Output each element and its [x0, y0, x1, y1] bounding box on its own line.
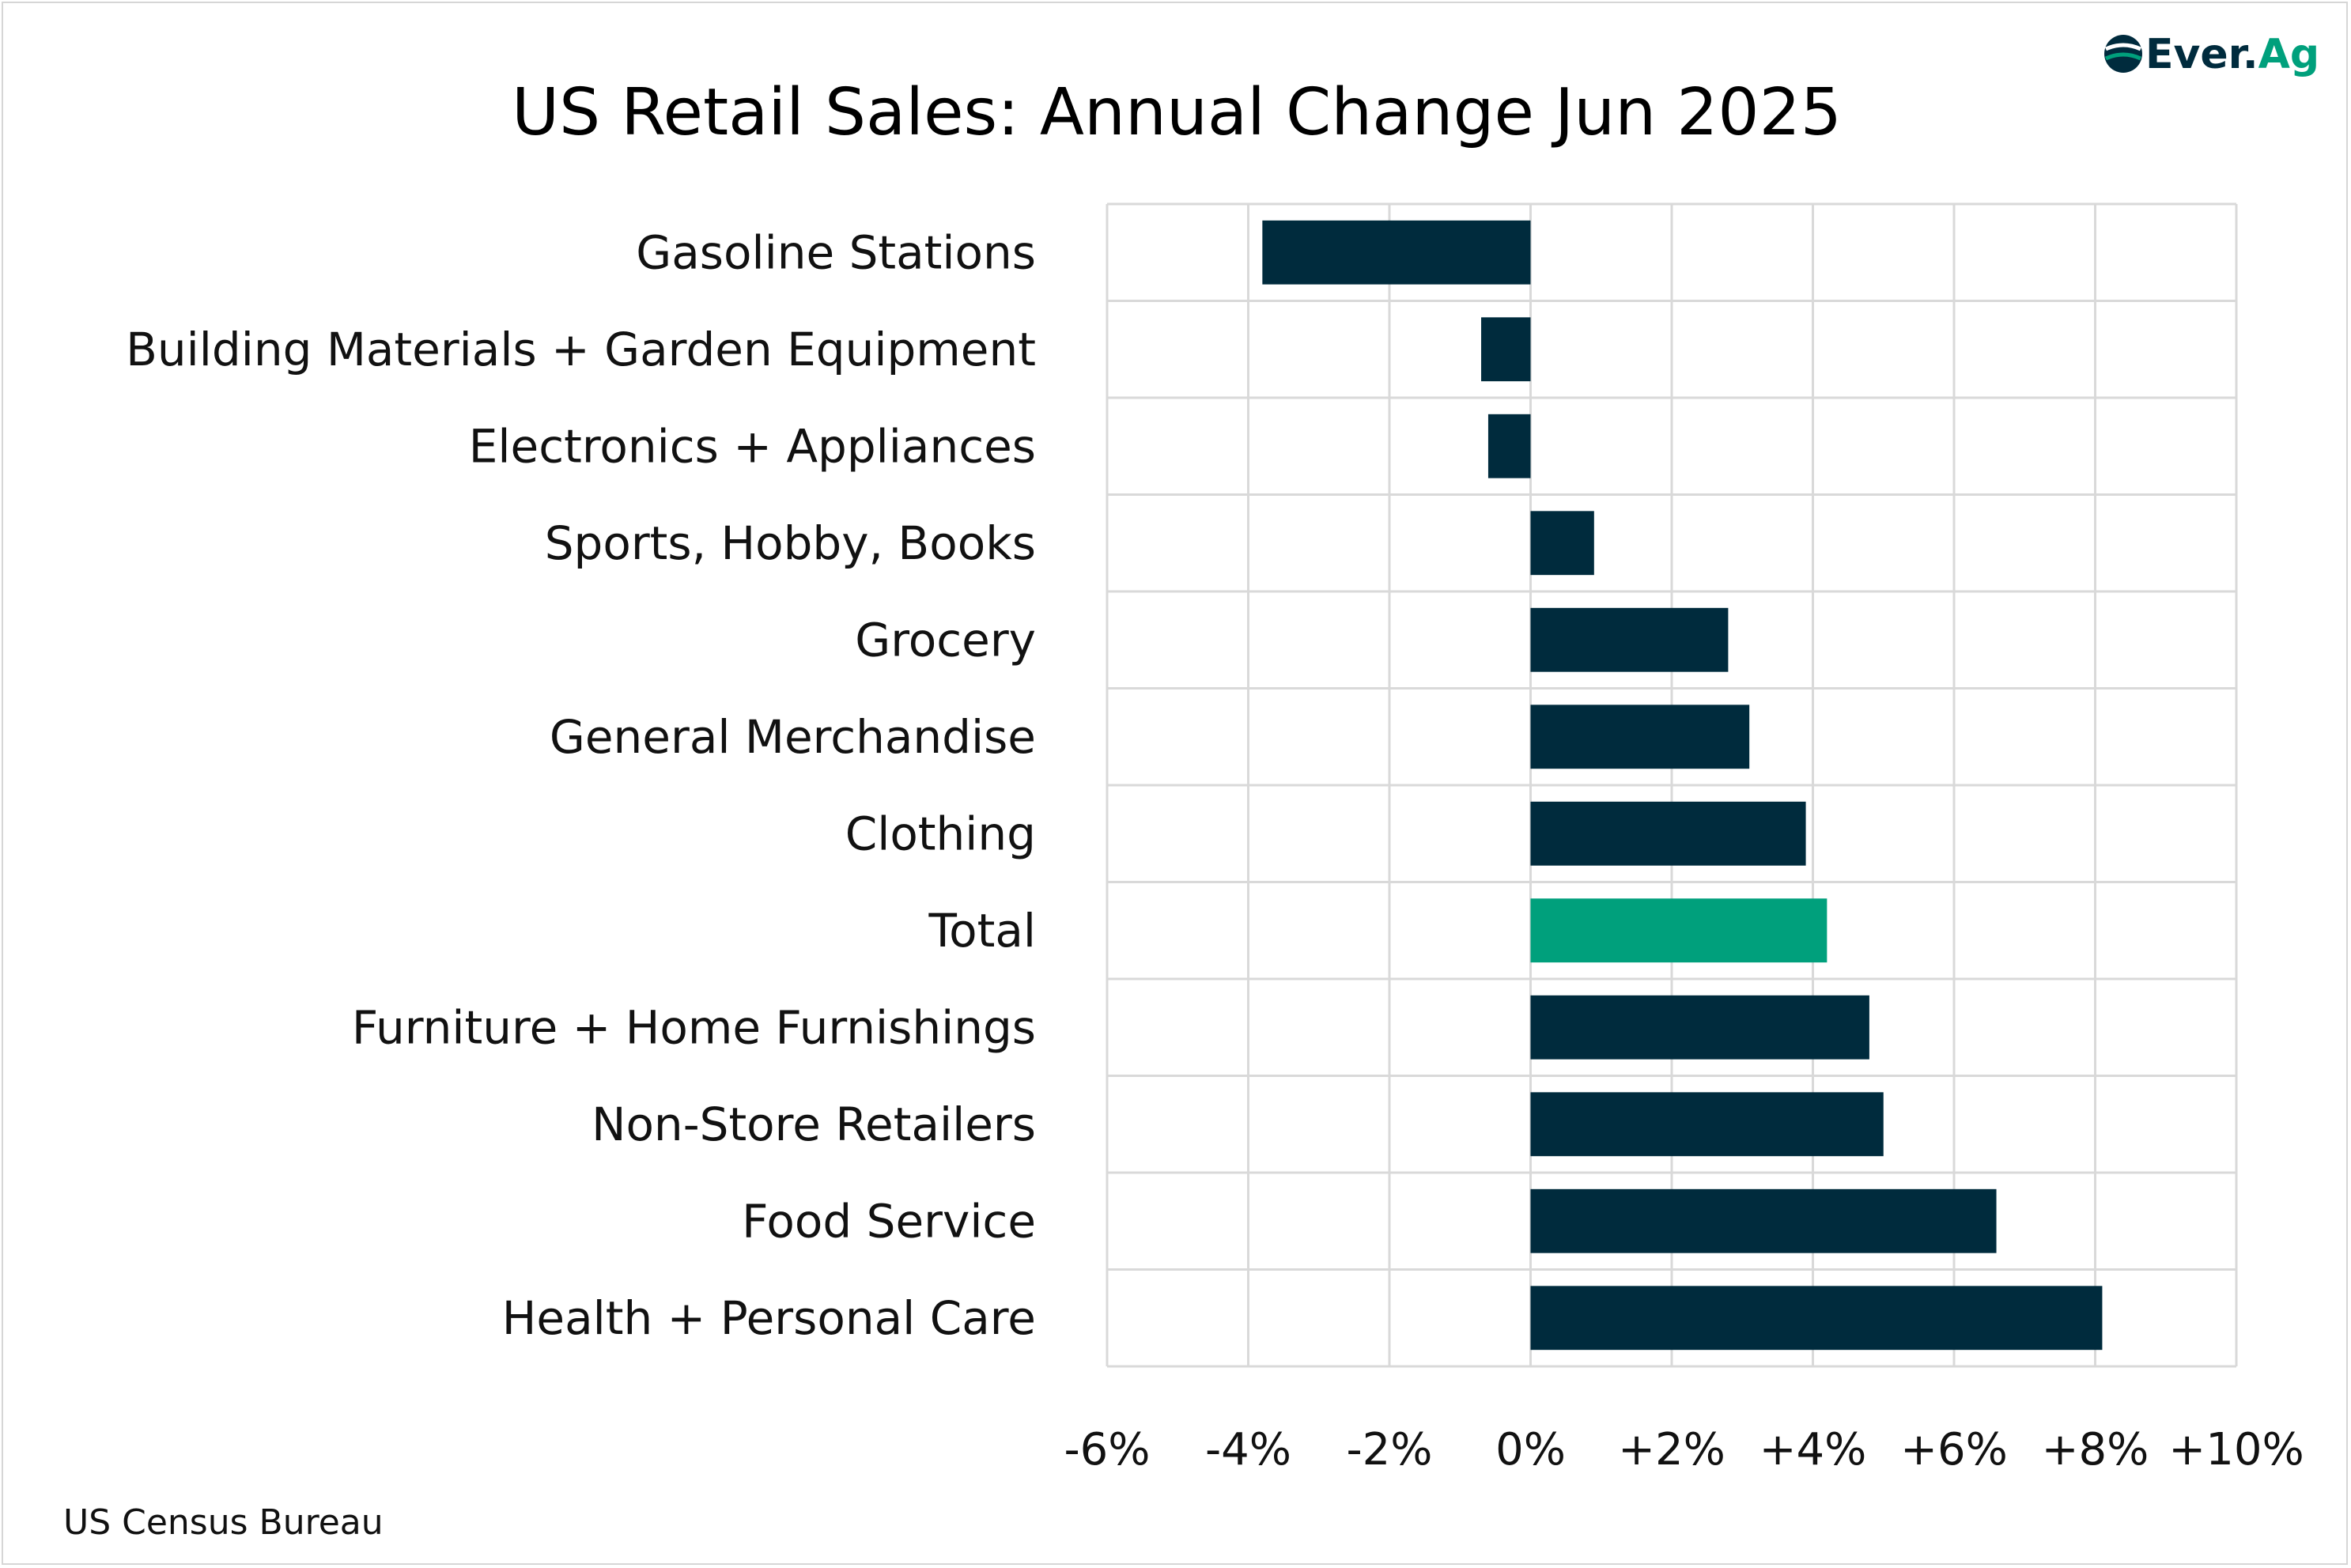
category-label: Gasoline Stations: [636, 225, 1036, 279]
category-label: Non-Store Retailers: [592, 1098, 1036, 1151]
category-label: Grocery: [855, 613, 1036, 667]
category-label: General Merchandise: [550, 710, 1036, 764]
bar-grocery: [1530, 607, 1729, 672]
category-label: Total: [928, 904, 1036, 958]
bar-building-materials-garden-equipment: [1481, 317, 1531, 382]
bar-gasoline-stations: [1262, 220, 1531, 285]
bar-clothing: [1530, 801, 1806, 866]
category-label: Furniture + Home Furnishings: [352, 1000, 1036, 1054]
bar-furniture-home-furnishings: [1530, 995, 1869, 1060]
bar-non-store-retailers: [1530, 1092, 1884, 1157]
x-tick-label: +6%: [1900, 1424, 2008, 1475]
grid: [1106, 202, 2238, 1368]
logo-text: Ever.Ag: [2145, 31, 2319, 78]
bar-general-merchandise: [1530, 705, 1750, 769]
x-tick-label: -6%: [1064, 1424, 1150, 1475]
everag-logo-icon: [2104, 35, 2142, 73]
x-axis-tick-labels: -6% -4% -2% 0% +2% +4% +6% +8% +10%: [1064, 1424, 2304, 1475]
category-label: Health + Personal Care: [502, 1291, 1036, 1345]
x-tick-label: 0%: [1495, 1424, 1566, 1475]
category-label: Building Materials + Garden Equipment: [126, 323, 1036, 376]
bar-food-service: [1530, 1188, 1997, 1253]
x-tick-label: -4%: [1205, 1424, 1291, 1475]
logo-text-main: Ever.: [2145, 31, 2258, 78]
category-label: Clothing: [845, 807, 1036, 860]
bar-total: [1530, 898, 1828, 963]
x-tick-label: +10%: [2168, 1424, 2304, 1475]
x-tick-label: -2%: [1346, 1424, 1432, 1475]
source-note: US Census Bureau: [63, 1502, 384, 1543]
chart-title: US Retail Sales: Annual Change Jun 2025: [512, 75, 1842, 150]
logo-text-accent: Ag: [2258, 31, 2319, 78]
bar-sports-hobby-books: [1530, 511, 1594, 576]
category-label: Electronics + Appliances: [469, 419, 1036, 473]
x-tick-label: +2%: [1618, 1424, 1725, 1475]
category-label: Sports, Hobby, Books: [545, 516, 1036, 570]
bars: [1262, 220, 2103, 1351]
category-label: Food Service: [742, 1194, 1036, 1248]
x-tick-label: +8%: [2042, 1424, 2149, 1475]
category-labels: Gasoline Stations Building Materials + Ga…: [126, 225, 1036, 1345]
bar-electronics-appliances: [1487, 414, 1531, 478]
x-tick-label: +4%: [1759, 1424, 1867, 1475]
everag-logo: Ever.Ag: [2104, 31, 2319, 78]
bar-health-personal-care: [1530, 1286, 2103, 1351]
